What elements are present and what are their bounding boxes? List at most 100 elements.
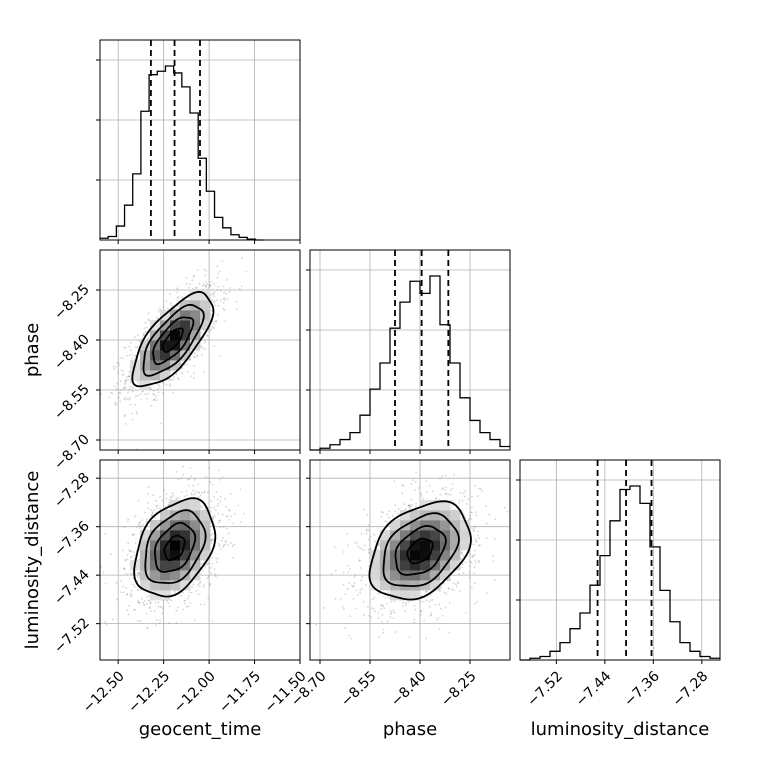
scatter-point bbox=[467, 498, 470, 501]
scatter-point bbox=[143, 511, 146, 514]
density-cell bbox=[430, 510, 441, 521]
scatter-point bbox=[209, 284, 211, 287]
density-cell bbox=[180, 310, 191, 321]
scatter-point bbox=[230, 541, 232, 544]
scatter-point bbox=[410, 498, 413, 501]
scatter-point bbox=[420, 594, 423, 597]
contour-level-1 bbox=[394, 524, 447, 576]
density-cell bbox=[140, 570, 151, 581]
scatter-point bbox=[430, 599, 432, 601]
scatter-point bbox=[447, 587, 450, 590]
scatter-point bbox=[226, 527, 228, 530]
scatter-point bbox=[367, 565, 370, 568]
scatter-point bbox=[349, 615, 352, 618]
scatter-point bbox=[469, 565, 472, 568]
panel-content bbox=[315, 471, 509, 640]
density-cell bbox=[160, 330, 171, 341]
density-cell bbox=[160, 360, 171, 371]
scatter-point bbox=[470, 518, 473, 520]
density-cell bbox=[200, 550, 211, 561]
scatter-point bbox=[138, 602, 141, 604]
scatter-point bbox=[460, 551, 462, 554]
scatter-point bbox=[133, 608, 136, 611]
scatter-point bbox=[221, 476, 224, 479]
scatter-point bbox=[209, 584, 212, 586]
scatter-point bbox=[132, 583, 134, 586]
scatter-point bbox=[382, 628, 385, 631]
scatter-point bbox=[377, 544, 380, 547]
scatter-point bbox=[168, 622, 171, 625]
contour-level-0 bbox=[161, 327, 184, 354]
scatter-point bbox=[194, 492, 197, 495]
scatter-point bbox=[183, 495, 186, 498]
density-cell bbox=[150, 580, 161, 591]
scatter-point bbox=[453, 473, 455, 476]
scatter-point bbox=[178, 378, 180, 381]
scatter-point bbox=[129, 556, 132, 559]
scatter-point bbox=[137, 601, 140, 604]
scatter-point bbox=[342, 551, 345, 553]
contour-level-0 bbox=[406, 537, 434, 565]
scatter-point bbox=[160, 422, 162, 425]
scatter-point bbox=[460, 552, 463, 555]
scatter-point bbox=[185, 277, 188, 279]
density-cell bbox=[380, 580, 391, 591]
contour-level-3 bbox=[133, 497, 217, 598]
x-axis-label-geocent_time: geocent_time bbox=[139, 719, 262, 740]
scatter-point bbox=[153, 393, 155, 396]
scatter-point bbox=[118, 391, 121, 394]
scatter-point bbox=[152, 399, 155, 401]
scatter-point bbox=[471, 527, 473, 530]
scatter-point bbox=[224, 299, 227, 301]
scatter-point bbox=[121, 374, 124, 376]
scatter-point bbox=[197, 583, 199, 586]
density-cell bbox=[190, 300, 201, 311]
density-cell bbox=[450, 510, 461, 521]
scatter-point bbox=[161, 612, 164, 615]
scatter-point bbox=[131, 412, 134, 415]
scatter-point bbox=[473, 566, 476, 569]
density-cell bbox=[150, 560, 161, 571]
scatter-point bbox=[218, 545, 221, 547]
scatter-point bbox=[216, 289, 219, 292]
scatter-point bbox=[145, 518, 148, 521]
scatter-point bbox=[485, 522, 488, 525]
scatter-point bbox=[221, 260, 224, 263]
scatter-point bbox=[219, 355, 222, 358]
scatter-point bbox=[129, 385, 132, 388]
scatter-point bbox=[472, 554, 475, 557]
scatter-point bbox=[458, 573, 461, 576]
scatter-point bbox=[210, 567, 212, 569]
scatter-point bbox=[147, 392, 149, 395]
scatter-point bbox=[155, 619, 158, 621]
scatter-point bbox=[133, 336, 136, 338]
density-cell bbox=[370, 570, 381, 581]
scatter-point bbox=[217, 557, 219, 560]
scatter-point bbox=[215, 560, 218, 563]
scatter-point bbox=[210, 507, 213, 509]
scatter-point bbox=[353, 582, 356, 584]
scatter-point bbox=[197, 483, 200, 486]
scatter-point bbox=[146, 626, 149, 629]
scatter-point bbox=[461, 566, 464, 569]
scatter-point bbox=[352, 598, 355, 600]
density-cell bbox=[420, 560, 431, 571]
scatter-point bbox=[155, 399, 158, 402]
scatter-point bbox=[127, 375, 130, 378]
scatter-point bbox=[125, 379, 128, 382]
scatter-point bbox=[372, 607, 375, 610]
scatter-point bbox=[186, 478, 189, 481]
scatter-point bbox=[224, 497, 227, 500]
scatter-point bbox=[138, 524, 141, 527]
scatter-point bbox=[138, 382, 140, 385]
scatter-point bbox=[210, 572, 212, 575]
scatter-point bbox=[188, 478, 190, 481]
scatter-point bbox=[225, 292, 227, 295]
scatter-point bbox=[137, 523, 140, 526]
scatter-point bbox=[131, 418, 134, 421]
scatter-point bbox=[226, 298, 229, 300]
scatter-point bbox=[382, 511, 384, 514]
scatter-point bbox=[412, 479, 414, 482]
scatter-point bbox=[143, 600, 146, 603]
scatter-point bbox=[222, 285, 225, 288]
